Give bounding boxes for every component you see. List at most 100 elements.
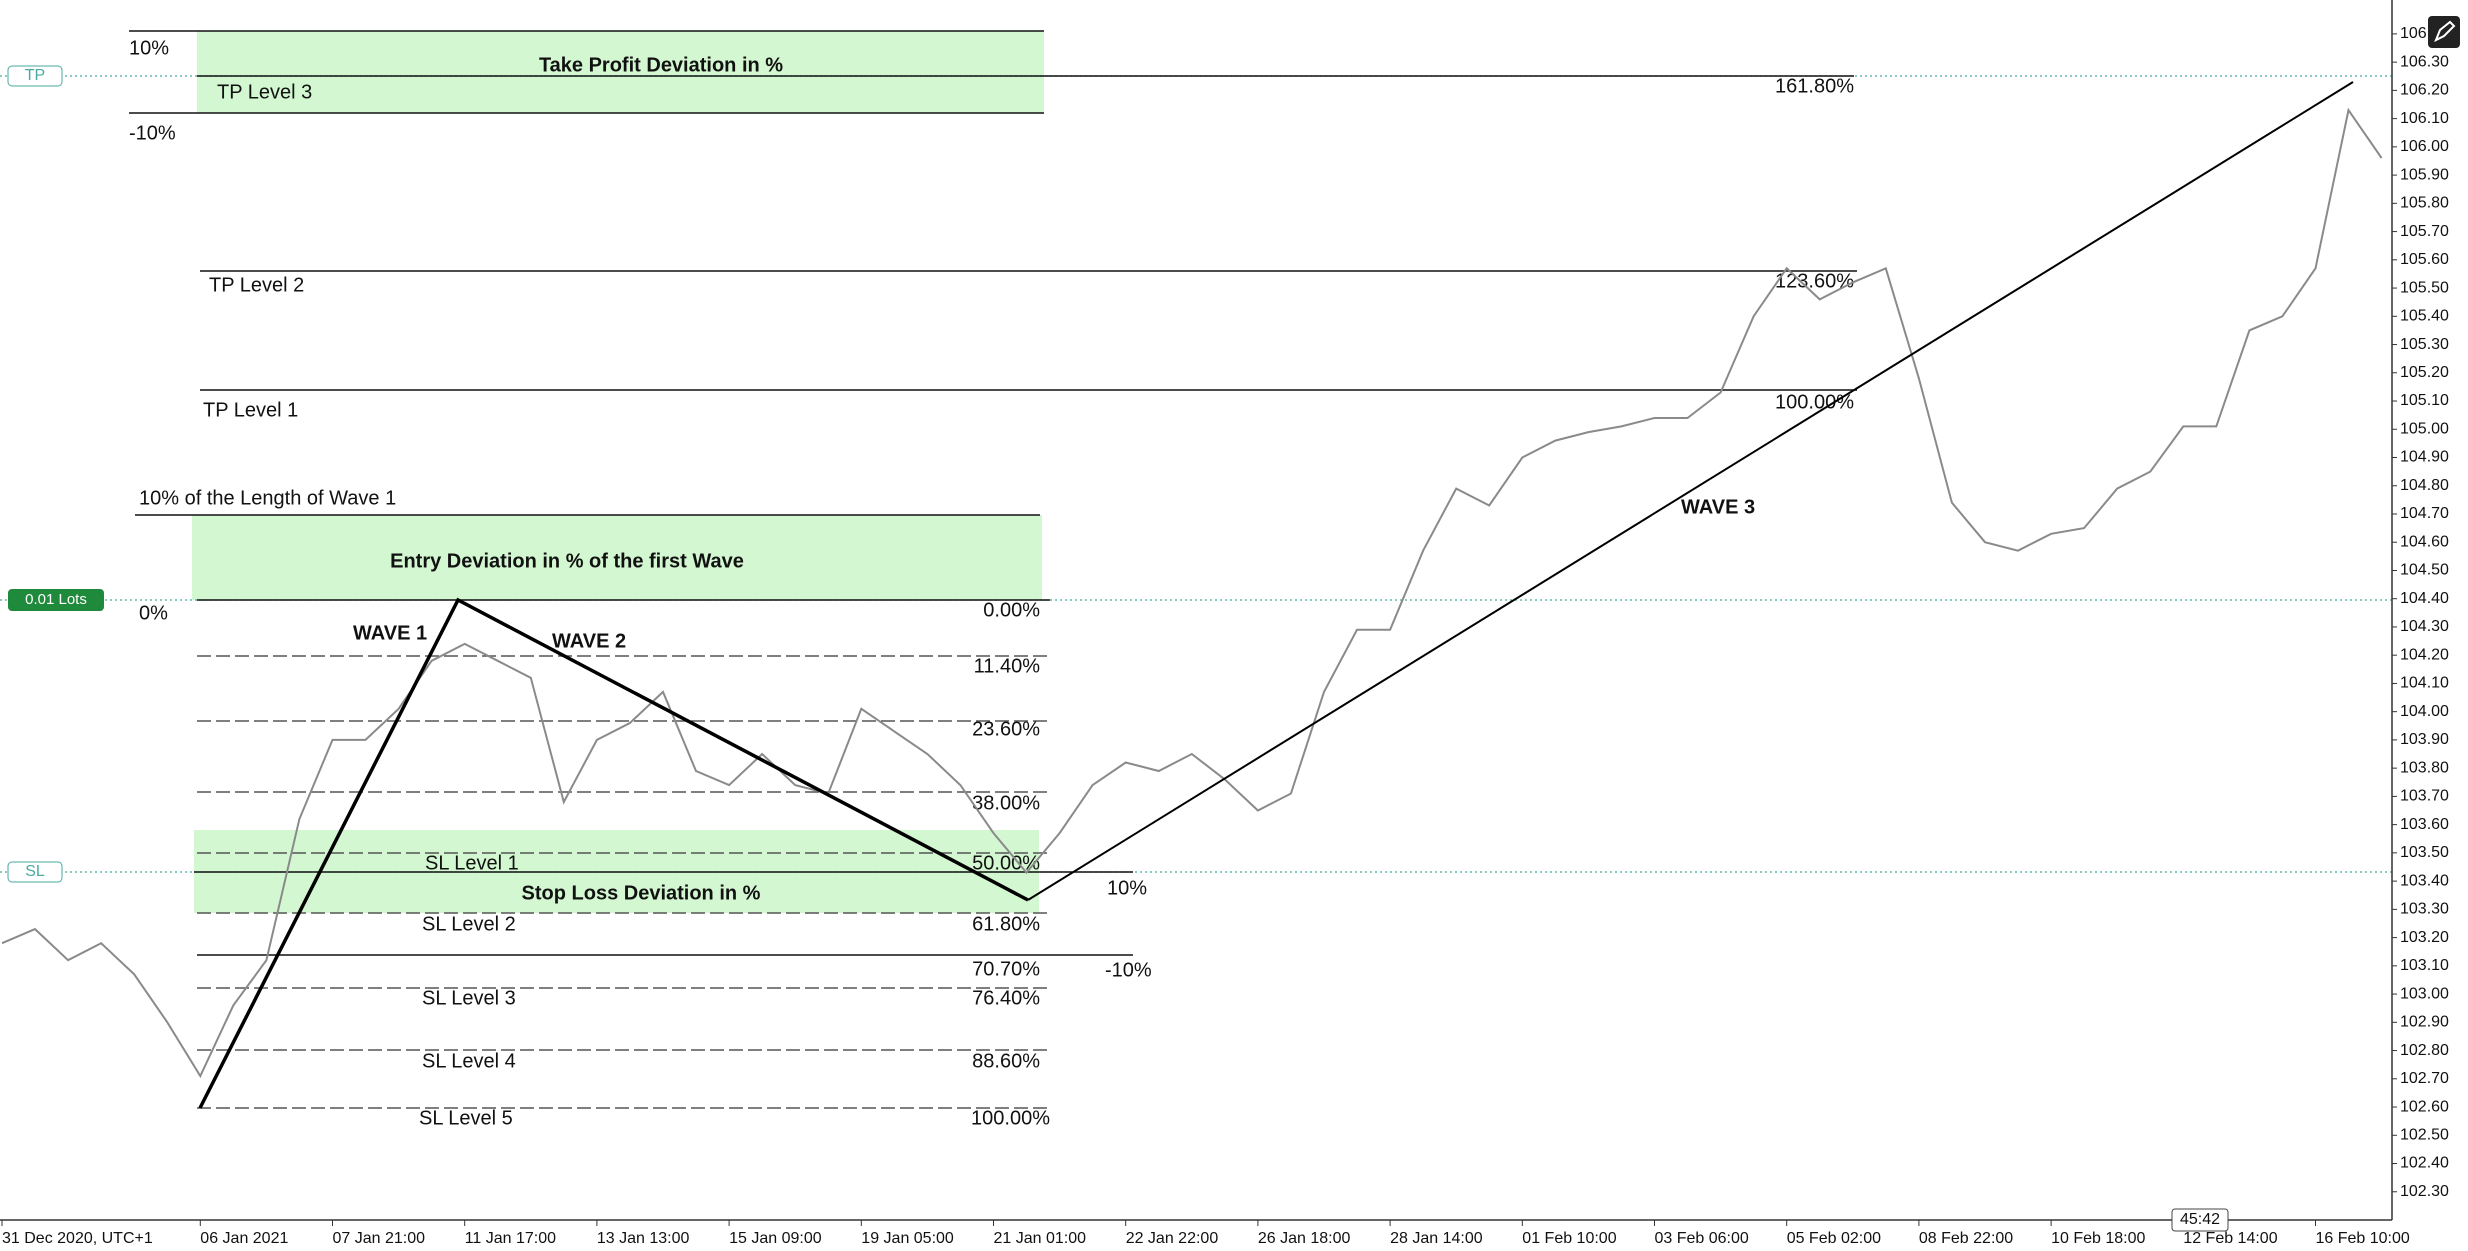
label: 11.40% bbox=[974, 655, 1041, 677]
annotations: 10% -10% Take Profit Deviation in % TP L… bbox=[0, 30, 2392, 1129]
sl-tag-text: SL bbox=[25, 863, 45, 880]
y-tick-label: 105.50 bbox=[2400, 279, 2449, 296]
countdown-box bbox=[2171, 1208, 2229, 1232]
y-tick-label: 103.30 bbox=[2400, 901, 2449, 918]
label: 100.00% bbox=[971, 1107, 1050, 1129]
lots-tag[interactable] bbox=[8, 589, 104, 611]
y-tick-label: 105.80 bbox=[2400, 195, 2449, 212]
label: 23.60% bbox=[972, 718, 1040, 740]
x-tick-label: 28 Jan 14:00 bbox=[1390, 1230, 1483, 1247]
x-tick-label: 16 Feb 10:00 bbox=[2316, 1230, 2410, 1247]
y-tick-label: 103.50 bbox=[2400, 844, 2449, 861]
label: 161.80% bbox=[1775, 75, 1854, 97]
y-tick-label: 102.60 bbox=[2400, 1098, 2449, 1115]
tp-tag-text: TP bbox=[25, 67, 45, 84]
y-tick-label: 103.40 bbox=[2400, 872, 2449, 889]
x-tick-label: 12 Feb 14:00 bbox=[2183, 1230, 2277, 1247]
y-tick-label: 105.00 bbox=[2400, 420, 2449, 437]
label: 0.00% bbox=[983, 599, 1040, 621]
label: WAVE 3 bbox=[1681, 496, 1755, 518]
y-tick-label: 104.90 bbox=[2400, 449, 2449, 466]
y-tick-label: 104.80 bbox=[2400, 477, 2449, 494]
y-tick-label: 105.40 bbox=[2400, 308, 2449, 325]
label: SL Level 5 bbox=[419, 1107, 513, 1129]
y-tick-label: 102.90 bbox=[2400, 1014, 2449, 1031]
label: 123.60% bbox=[1775, 270, 1854, 292]
x-tick-label: 01 Feb 10:00 bbox=[1522, 1230, 1616, 1247]
y-tick-label: 105.30 bbox=[2400, 336, 2449, 353]
label: 10% bbox=[129, 37, 169, 59]
x-tick-label: 31 Dec 2020, UTC+1 bbox=[2, 1230, 153, 1247]
y-tick-label: 103.70 bbox=[2400, 788, 2449, 805]
y-tick-label: 102.50 bbox=[2400, 1126, 2449, 1143]
x-tick-label: 07 Jan 21:00 bbox=[333, 1230, 426, 1247]
y-tick-label: 103.10 bbox=[2400, 957, 2449, 974]
label: Take Profit Deviation in % bbox=[539, 54, 783, 76]
y-tick-label: 104.00 bbox=[2400, 703, 2449, 720]
x-tick-label: 26 Jan 18:00 bbox=[1258, 1230, 1351, 1247]
x-tick-label: 21 Jan 01:00 bbox=[994, 1230, 1087, 1247]
y-tick-label: 104.10 bbox=[2400, 675, 2449, 692]
x-tick-label: 11 Jan 17:00 bbox=[465, 1230, 556, 1247]
countdown: 45:42 bbox=[2180, 1211, 2220, 1228]
wave-line bbox=[1027, 81, 2354, 901]
label: 70.70% bbox=[972, 958, 1040, 980]
y-tick-label: 103.90 bbox=[2400, 731, 2449, 748]
label: WAVE 1 bbox=[353, 622, 427, 644]
label: 76.40% bbox=[972, 987, 1040, 1009]
y-tick-label: 104.30 bbox=[2400, 618, 2449, 635]
x-tick-label: 13 Jan 13:00 bbox=[597, 1230, 690, 1247]
sl-tag[interactable] bbox=[7, 861, 63, 883]
y-tick-label: 104.40 bbox=[2400, 590, 2449, 607]
label: TP Level 2 bbox=[209, 274, 304, 296]
label: 61.80% bbox=[972, 913, 1040, 935]
x-tick-label: 06 Jan 2021 bbox=[200, 1230, 288, 1247]
y-tick-label: 103.60 bbox=[2400, 816, 2449, 833]
label: SL Level 3 bbox=[422, 987, 516, 1009]
label: 0% bbox=[139, 602, 168, 624]
label: SL Level 4 bbox=[422, 1050, 516, 1072]
y-tick-label: 105.10 bbox=[2400, 392, 2449, 409]
label: TP Level 1 bbox=[203, 399, 298, 421]
y-tick-label: 106.20 bbox=[2400, 82, 2449, 99]
label: 100.00% bbox=[1775, 391, 1854, 413]
label: -10% bbox=[1105, 959, 1152, 981]
y-tick-label: 105.90 bbox=[2400, 166, 2449, 183]
y-tick-label: 104.60 bbox=[2400, 533, 2449, 550]
y-tick-label: 102.80 bbox=[2400, 1042, 2449, 1059]
label: Stop Loss Deviation in % bbox=[522, 882, 761, 904]
y-tick-label: 103.20 bbox=[2400, 929, 2449, 946]
y-tick-label: 105.60 bbox=[2400, 251, 2449, 268]
x-tick-label: 22 Jan 22:00 bbox=[1126, 1230, 1219, 1247]
y-tick-label: 105.20 bbox=[2400, 364, 2449, 381]
y-tick-label: 105.70 bbox=[2400, 223, 2449, 240]
x-tick-label: 10 Feb 18:00 bbox=[2051, 1230, 2145, 1247]
y-tick-label: 102.70 bbox=[2400, 1070, 2449, 1087]
y-tick-label: 106.00 bbox=[2400, 138, 2449, 155]
label: -10% bbox=[129, 122, 176, 144]
x-tick-label: 08 Feb 22:00 bbox=[1919, 1230, 2013, 1247]
y-tick-label: 103.80 bbox=[2400, 759, 2449, 776]
wave-line bbox=[198, 597, 1029, 1109]
edit-icon bbox=[2434, 20, 2456, 43]
y-tick-label: 102.30 bbox=[2400, 1183, 2449, 1200]
entry-zone bbox=[192, 515, 1042, 600]
label: Entry Deviation in % of the first Wave bbox=[390, 550, 744, 572]
label: SL Level 1 bbox=[425, 852, 519, 874]
y-tick-label: 104.70 bbox=[2400, 505, 2449, 522]
label: 88.60% bbox=[972, 1050, 1040, 1072]
x-tick-label: 15 Jan 09:00 bbox=[729, 1230, 822, 1247]
y-tick-label: 102.40 bbox=[2400, 1155, 2449, 1172]
lots-tag-text: 0.01 Lots bbox=[25, 591, 87, 608]
label: WAVE 2 bbox=[552, 630, 626, 652]
y-tick-label: 106.30 bbox=[2400, 53, 2449, 70]
label: 10% of the Length of Wave 1 bbox=[139, 487, 396, 509]
edit-button[interactable] bbox=[2428, 16, 2460, 48]
label: 10% bbox=[1107, 877, 1147, 899]
x-tick-label: 19 Jan 05:00 bbox=[861, 1230, 954, 1247]
y-tick-label: 103.00 bbox=[2400, 985, 2449, 1002]
price-line bbox=[1, 107, 2383, 1079]
label: TP Level 3 bbox=[217, 81, 312, 103]
tp-tag[interactable] bbox=[7, 65, 63, 87]
